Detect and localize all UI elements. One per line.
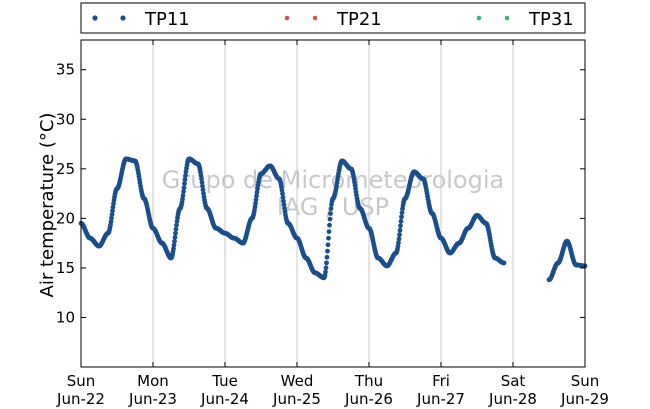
y-tick-label: 20 bbox=[56, 209, 75, 227]
legend-item-tp11: TP11 bbox=[92, 9, 190, 30]
legend: TP11 TP21 TP31 bbox=[80, 2, 586, 34]
data-point bbox=[253, 197, 259, 203]
y-tick-label: 35 bbox=[56, 61, 75, 79]
legend-frame bbox=[80, 2, 586, 34]
data-point bbox=[173, 226, 179, 232]
y-tick-label: 15 bbox=[56, 259, 75, 277]
data-point bbox=[328, 211, 333, 216]
data-point bbox=[199, 180, 205, 185]
data-point bbox=[254, 189, 260, 195]
data-point bbox=[398, 223, 403, 229]
data-point bbox=[173, 230, 178, 236]
watermark-line-1: Grupo de Micrometeorologia bbox=[162, 166, 504, 194]
x-tick-label-date: Jun-25 bbox=[272, 390, 321, 408]
data-point bbox=[180, 196, 185, 202]
data-point bbox=[181, 189, 186, 195]
data-point bbox=[200, 183, 205, 189]
data-point bbox=[325, 242, 331, 248]
data-point bbox=[174, 222, 179, 228]
data-point bbox=[326, 229, 332, 235]
data-point bbox=[183, 173, 188, 178]
data-point bbox=[182, 181, 187, 187]
data-point bbox=[183, 169, 189, 175]
x-tick-label-day: Tue bbox=[211, 372, 238, 390]
y-tick-label: 30 bbox=[56, 110, 75, 128]
legend-label-tp31: TP31 bbox=[528, 9, 574, 30]
y-axis-label: Air temperature (°C) bbox=[37, 113, 58, 298]
legend-label-tp11: TP11 bbox=[144, 9, 190, 30]
data-point bbox=[326, 235, 331, 241]
data-point bbox=[171, 246, 176, 252]
data-point bbox=[200, 187, 206, 193]
y-tick-label: 10 bbox=[56, 308, 75, 326]
data-point bbox=[399, 210, 405, 216]
data-point bbox=[110, 204, 116, 210]
x-tick-label-date: Jun-23 bbox=[128, 390, 177, 408]
data-point bbox=[327, 216, 333, 222]
data-point bbox=[199, 176, 204, 182]
x-tick-label-date: Jun-22 bbox=[56, 390, 105, 408]
x-tick-label-date: Jun-26 bbox=[344, 390, 393, 408]
data-point bbox=[325, 248, 330, 254]
legend-marker-tp21 bbox=[284, 15, 290, 21]
data-point bbox=[281, 198, 286, 204]
x-tick-label-date: Jun-29 bbox=[560, 390, 609, 408]
data-point bbox=[501, 260, 507, 266]
data-point bbox=[109, 212, 115, 218]
x-tick-label-day: Fri bbox=[432, 372, 450, 390]
data-point bbox=[399, 214, 404, 220]
data-point bbox=[328, 206, 334, 211]
gridlines bbox=[152, 40, 514, 367]
x-tick-label-day: Mon bbox=[137, 372, 169, 390]
data-point bbox=[172, 234, 178, 240]
x-tick-label-date: Jun-24 bbox=[200, 390, 249, 408]
y-tick-label: 25 bbox=[56, 160, 75, 178]
legend-marker-tp31 bbox=[504, 15, 510, 21]
legend-label-tp21: TP21 bbox=[336, 9, 382, 30]
plot-frame bbox=[80, 39, 586, 368]
legend-marker-tp11 bbox=[92, 15, 98, 21]
data-point bbox=[110, 208, 115, 214]
data-point bbox=[280, 194, 286, 200]
data-point bbox=[398, 218, 404, 224]
data-point bbox=[253, 200, 258, 206]
x-tick-label-day: Sun bbox=[571, 372, 600, 390]
data-point bbox=[181, 185, 187, 191]
legend-item-tp31: TP31 bbox=[476, 9, 574, 30]
x-tick-label-date: Jun-28 bbox=[488, 390, 537, 408]
data-point bbox=[254, 193, 259, 199]
data-point bbox=[180, 193, 186, 199]
data-point bbox=[397, 232, 402, 238]
data-points bbox=[78, 156, 588, 283]
data-point bbox=[281, 202, 287, 208]
data-point bbox=[172, 238, 177, 244]
data-point bbox=[280, 191, 285, 197]
data-point bbox=[324, 260, 329, 266]
data-point bbox=[182, 177, 188, 182]
x-tick-label-day: Sun bbox=[67, 372, 96, 390]
data-point bbox=[174, 218, 180, 224]
legend-marker-tp31 bbox=[476, 15, 482, 21]
x-tick-label-day: Sat bbox=[501, 372, 526, 390]
x-tick-label-day: Wed bbox=[281, 372, 314, 390]
legend-item-tp21: TP21 bbox=[284, 9, 382, 30]
data-point bbox=[109, 215, 114, 221]
data-point bbox=[327, 222, 332, 228]
data-point bbox=[396, 236, 402, 242]
legend-marker-tp21 bbox=[312, 15, 318, 21]
data-point bbox=[324, 254, 330, 260]
data-point bbox=[171, 242, 177, 248]
x-tick-label-date: Jun-27 bbox=[416, 390, 465, 408]
x-tick-label-day: Thu bbox=[354, 372, 383, 390]
data-point bbox=[323, 269, 328, 275]
data-point bbox=[397, 227, 403, 233]
axes: SunJun-22MonJun-23TueJun-24WedJun-25ThuJ… bbox=[56, 40, 609, 408]
data-point bbox=[396, 240, 401, 246]
data-point bbox=[323, 265, 329, 271]
legend-marker-tp11 bbox=[120, 15, 126, 21]
